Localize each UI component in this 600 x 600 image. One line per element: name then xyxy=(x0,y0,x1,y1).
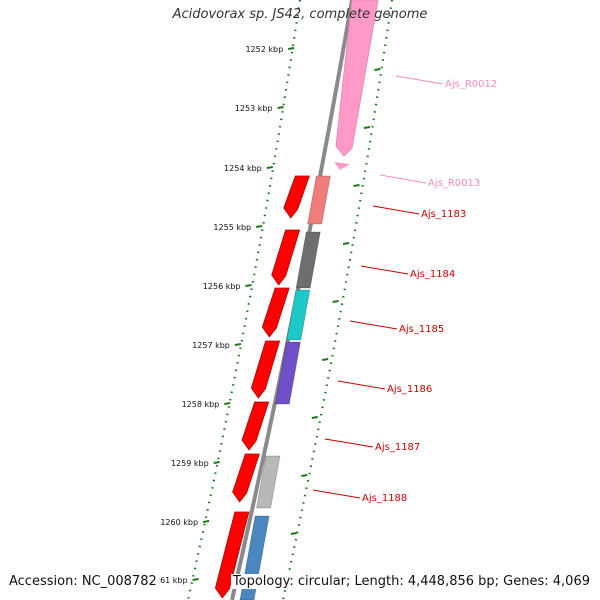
kbp-label: 1261 kbp xyxy=(150,576,188,585)
kbp-label: 1260 kbp xyxy=(160,518,198,527)
genome-backbone xyxy=(230,0,354,600)
leader-line xyxy=(324,438,374,448)
leader-line xyxy=(372,205,420,215)
rna-gene-r0013 xyxy=(334,162,350,170)
kbp-tick xyxy=(288,47,295,50)
kbp-label: 1252 kbp xyxy=(245,45,283,54)
kbp-tick xyxy=(224,402,231,405)
leader-line xyxy=(337,380,386,390)
kbp-label: 1257 kbp xyxy=(192,341,230,350)
gene-label-ajs_1184: Ajs_1184 xyxy=(410,269,455,280)
kbp-tick xyxy=(234,343,242,346)
gene-label-ajs_r0013: Ajs_R0013 xyxy=(428,178,480,189)
leader-line xyxy=(312,489,361,499)
kbp-label: 1255 kbp xyxy=(213,223,251,232)
gene-7 xyxy=(256,455,281,509)
forward-gene-1 xyxy=(283,175,310,219)
forward-gene-5 xyxy=(241,401,270,451)
kbp-label: 1253 kbp xyxy=(235,104,273,113)
accession-text: Accession: NC_008782 xyxy=(7,574,159,589)
kbp-tick xyxy=(202,520,210,523)
leader-line xyxy=(349,320,398,330)
leader-line xyxy=(360,265,409,275)
gene-4 xyxy=(286,289,311,341)
inner-tick xyxy=(311,416,318,419)
kbp-label: 1258 kbp xyxy=(182,400,220,409)
kbp-tick xyxy=(192,578,199,581)
forward-gene-4 xyxy=(250,340,281,399)
gene-label-ajs_1188: Ajs_1188 xyxy=(362,493,407,504)
inner-tick xyxy=(332,300,339,303)
gene-2 xyxy=(307,175,331,225)
kbp-tick xyxy=(245,284,252,287)
inner-tick xyxy=(301,474,308,477)
inner-tick xyxy=(290,532,298,535)
inner-tick xyxy=(322,358,329,361)
gene-label-ajs_r0012: Ajs_R0012 xyxy=(445,79,497,90)
gene-label-ajs_1183: Ajs_1183 xyxy=(421,209,466,220)
kbp-tick xyxy=(266,166,273,169)
kbp-label: 1259 kbp xyxy=(171,459,209,468)
kbp-tick xyxy=(213,461,220,464)
genome-title: Acidovorax sp. JS42, complete genome xyxy=(172,7,428,22)
inner-tick xyxy=(363,126,371,129)
kbp-tick xyxy=(255,225,263,228)
inner-tick xyxy=(353,184,360,187)
rna-gene-r0012 xyxy=(335,0,379,157)
gene-label-ajs_1187: Ajs_1187 xyxy=(375,442,420,453)
forward-gene-6 xyxy=(232,453,260,503)
inner-tick xyxy=(374,68,381,71)
kbp-label: 1256 kbp xyxy=(203,282,241,291)
kbp-label: 1254 kbp xyxy=(224,164,262,173)
topology-text: Topology: circular; Length: 4,448,856 bp… xyxy=(230,574,592,589)
leader-line xyxy=(395,75,444,85)
kbp-tick xyxy=(277,106,284,109)
forward-gene-2 xyxy=(271,229,301,286)
gene-5 xyxy=(274,341,301,405)
forward-gene-3 xyxy=(261,287,290,338)
leader-line xyxy=(379,174,427,184)
gene-label-ajs_1185: Ajs_1185 xyxy=(399,324,444,335)
gene-3 xyxy=(295,231,321,289)
inner-tick xyxy=(342,242,350,245)
gene-label-ajs_1186: Ajs_1186 xyxy=(387,384,432,395)
